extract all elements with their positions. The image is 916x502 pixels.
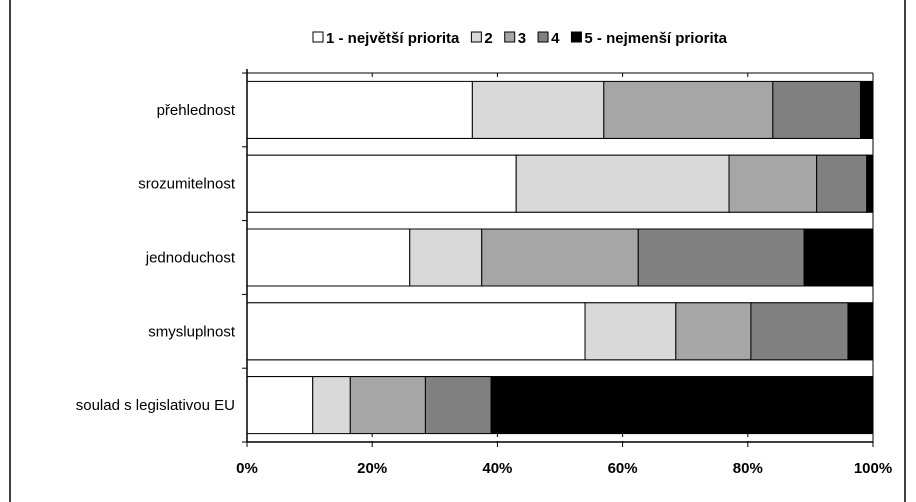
bar-segment <box>490 376 874 435</box>
x-tick-labels: 0% 20% 40% 60% 80% 100% <box>236 460 892 477</box>
x-tick-label: 40% <box>482 460 512 477</box>
bar-segment <box>772 80 861 139</box>
bar-segment <box>246 154 517 213</box>
bar-segment <box>246 376 314 435</box>
category-label: jednoduchost <box>145 250 236 267</box>
category-label: přehlednost <box>157 102 236 119</box>
category-band <box>246 359 874 378</box>
category-band <box>246 211 874 230</box>
bar-segment <box>409 228 483 287</box>
legend-label: 3 <box>518 30 526 47</box>
bars <box>246 80 874 435</box>
x-tick-label: 100% <box>854 460 892 477</box>
bar-segment <box>515 154 730 213</box>
bar-segment <box>481 228 639 287</box>
bar-segment <box>859 80 874 139</box>
category-label: srozumitelnost <box>138 176 236 193</box>
x-tick-label: 80% <box>733 460 763 477</box>
bar-segment <box>866 154 874 213</box>
bar-segment <box>637 228 805 287</box>
legend-swatch <box>504 31 516 43</box>
bar-segment <box>728 154 818 213</box>
x-tick-label: 60% <box>608 460 638 477</box>
category-label: soulad s legislativou EU <box>76 397 235 414</box>
x-tick-label: 0% <box>236 460 258 477</box>
legend-label: 1 - největší priorita <box>326 30 460 47</box>
legend: 1 - největší priorita 2 3 4 5 - nejmenší pri… <box>312 30 728 47</box>
category-band <box>246 285 874 304</box>
axes <box>242 69 874 447</box>
category-band <box>246 137 874 156</box>
bar-segment <box>312 376 351 435</box>
bar-segment <box>675 302 752 361</box>
legend-swatch <box>570 31 582 43</box>
legend-label: 2 <box>484 30 492 47</box>
bar-segment <box>349 376 426 435</box>
bar-segment <box>246 80 473 139</box>
bar-segment <box>803 228 874 287</box>
legend-swatch <box>312 31 324 43</box>
bar-segment <box>750 302 849 361</box>
bar-segment <box>584 302 677 361</box>
bar-segment <box>424 376 492 435</box>
bar-segment <box>603 80 774 139</box>
bar-segment <box>816 154 868 213</box>
bar-segment <box>246 228 411 287</box>
x-tick-label: 20% <box>357 460 387 477</box>
bar-segment <box>471 80 605 139</box>
bar-segment <box>847 302 874 361</box>
category-label: smysluplnost <box>148 323 236 340</box>
bar-segment <box>246 302 586 361</box>
legend-swatch <box>537 31 549 43</box>
legend-label: 5 - nejmenší priorita <box>584 30 727 47</box>
category-labels: přehlednost srozumitelnost jednoduchost smy… <box>76 102 236 414</box>
legend-label: 4 <box>551 30 560 47</box>
legend-swatch <box>470 31 482 43</box>
